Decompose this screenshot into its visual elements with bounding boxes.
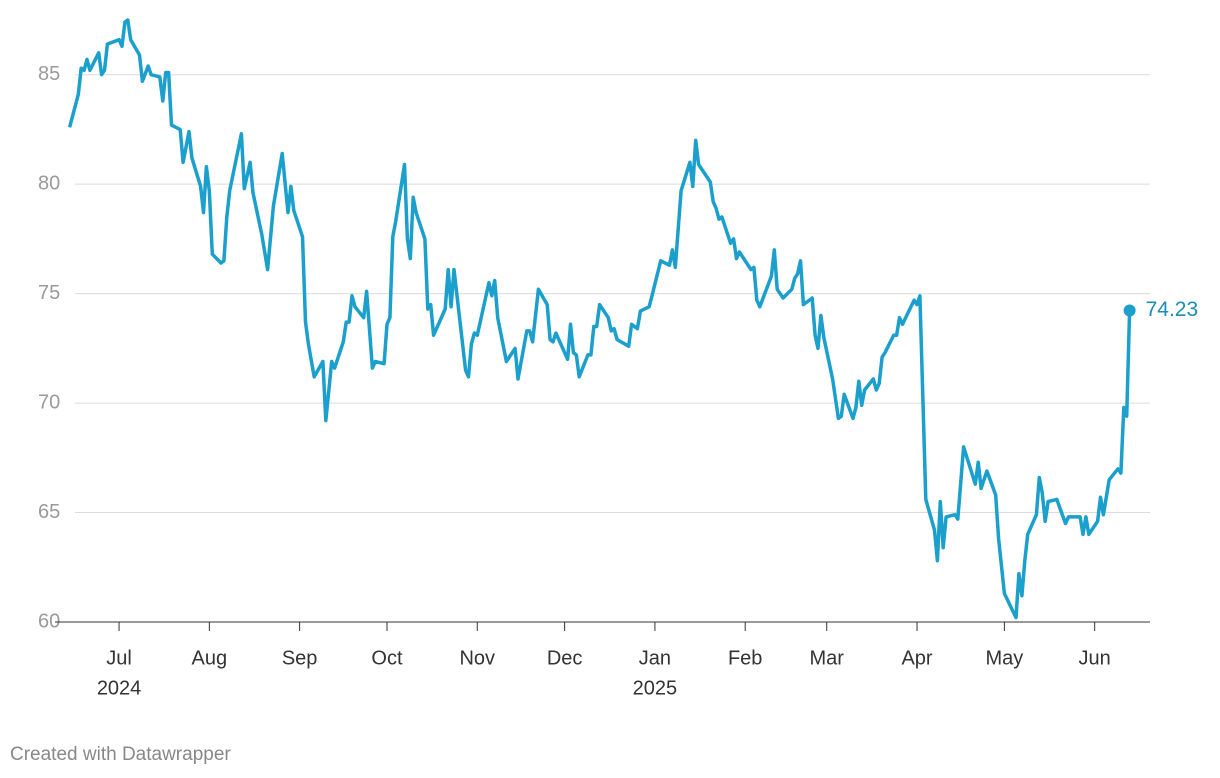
x-tick-label: Jul [106, 647, 132, 669]
x-tick-year: 2025 [633, 677, 678, 699]
y-tick-label: 60 [38, 610, 60, 632]
x-tick-label: Mar [810, 647, 845, 669]
x-tick-label: Nov [459, 647, 495, 669]
end-dot [1123, 304, 1136, 317]
x-tick-label: Apr [901, 647, 932, 669]
x-tick-label: Jan [639, 647, 671, 669]
x-tick-label: Dec [547, 647, 583, 669]
y-tick-label: 75 [38, 282, 60, 304]
x-tick-label: Oct [371, 647, 403, 669]
x-tick-label: Feb [728, 647, 762, 669]
x-tick-year: 2024 [97, 677, 142, 699]
credit: Created with Datawrapper [10, 744, 231, 765]
y-tick-label: 70 [38, 391, 60, 413]
x-tick-label: Sep [282, 647, 318, 669]
price-line [67, 18, 1132, 620]
y-tick-label: 80 [38, 172, 60, 194]
x-tick-label: May [985, 647, 1023, 669]
y-tick-label: 65 [38, 501, 60, 523]
y-tick-label: 85 [38, 63, 60, 85]
end-value-label: 74.23 [1146, 298, 1199, 321]
x-tick-label: Jun [1079, 647, 1111, 669]
x-tick-label: Aug [192, 647, 228, 669]
